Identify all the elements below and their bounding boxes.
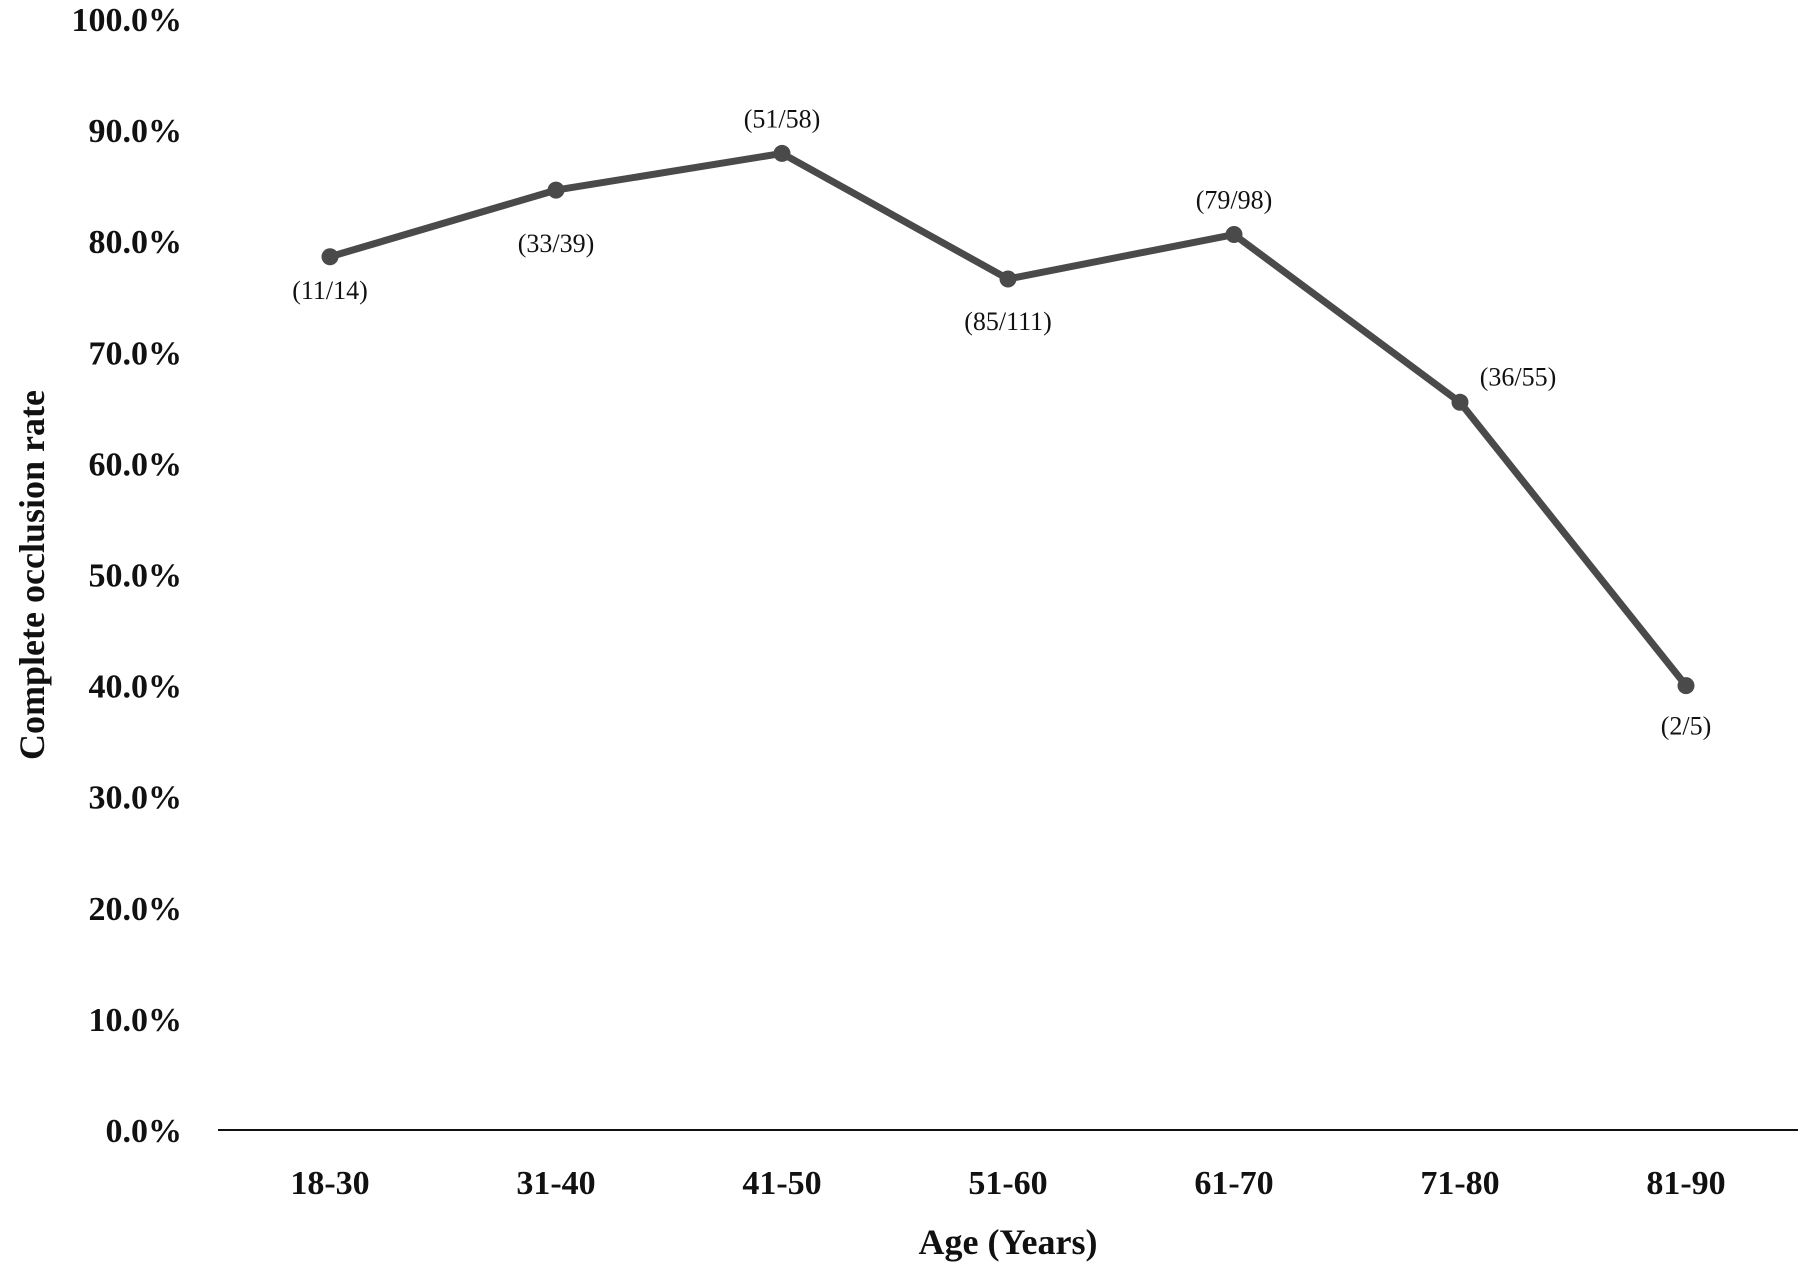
- data-point: [547, 181, 565, 199]
- x-axis-ticks: 18-30 31-40 41-50 51-60 61-70 71-80 81-90: [290, 1165, 1725, 1202]
- y-tick-label: 60.0%: [89, 446, 183, 483]
- y-tick-label: 20.0%: [89, 891, 183, 928]
- data-point: [773, 144, 791, 162]
- data-label: (79/98): [1196, 186, 1273, 215]
- data-label: (51/58): [744, 104, 821, 133]
- x-tick-label: 31-40: [516, 1165, 595, 1202]
- data-label: (36/55): [1480, 362, 1557, 391]
- data-label: (85/111): [964, 307, 1052, 336]
- x-tick-label: 81-90: [1646, 1165, 1725, 1202]
- y-tick-label: 0.0%: [106, 1113, 183, 1150]
- y-tick-label: 30.0%: [89, 780, 183, 817]
- x-tick-label: 18-30: [290, 1165, 369, 1202]
- data-label: (11/14): [292, 276, 368, 305]
- y-tick-label: 80.0%: [89, 224, 183, 261]
- x-tick-label: 71-80: [1420, 1165, 1499, 1202]
- y-axis-ticks: 0.0% 10.0% 20.0% 30.0% 40.0% 50.0% 60.0% 70.0% 8…: [72, 2, 183, 1150]
- data-point: [1451, 393, 1469, 411]
- y-axis-title: Complete occlusion rate: [12, 390, 52, 760]
- data-points: [321, 144, 1695, 695]
- data-point: [999, 270, 1017, 288]
- y-tick-label: 70.0%: [89, 335, 183, 372]
- y-tick-label: 10.0%: [89, 1002, 183, 1039]
- data-point: [1225, 226, 1243, 244]
- x-tick-label: 61-70: [1194, 1165, 1273, 1202]
- data-label: (2/5): [1661, 712, 1712, 741]
- y-tick-label: 100.0%: [72, 2, 183, 39]
- data-point: [321, 248, 339, 266]
- data-labels: (11/14) (33/39) (51/58) (85/111) (79/98) (36/…: [292, 104, 1711, 740]
- data-label: (33/39): [518, 229, 595, 258]
- x-axis-title: Age (Years): [919, 1222, 1098, 1262]
- data-point: [1677, 677, 1695, 695]
- x-tick-label: 51-60: [968, 1165, 1047, 1202]
- y-tick-label: 90.0%: [89, 113, 183, 150]
- y-tick-label: 40.0%: [89, 669, 183, 706]
- y-tick-label: 50.0%: [89, 558, 183, 595]
- x-tick-label: 41-50: [742, 1165, 821, 1202]
